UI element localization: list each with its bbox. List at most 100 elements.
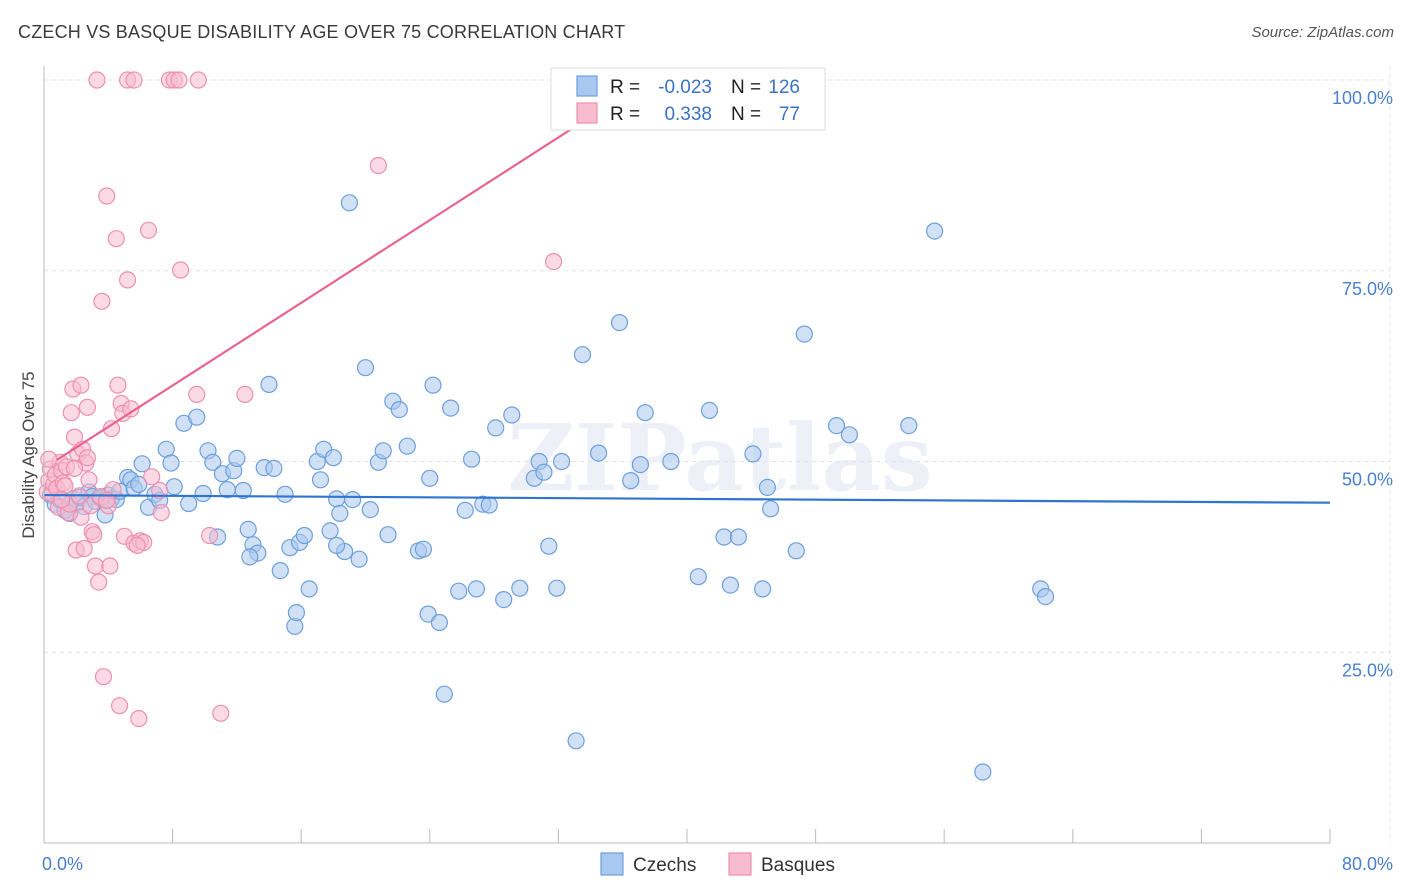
basque-point <box>110 697 129 715</box>
czech-point <box>204 453 222 471</box>
legend-n-value: 77 <box>779 104 800 125</box>
czech-trend-line <box>43 493 1331 504</box>
basque-point <box>86 557 105 575</box>
czech-point <box>379 526 397 544</box>
basque-point <box>172 261 190 279</box>
czech-point <box>753 580 772 598</box>
czech-point <box>925 222 944 240</box>
czech-point <box>573 346 592 364</box>
czech-point <box>324 449 342 467</box>
legend-swatch-basques <box>728 852 752 876</box>
basque-point <box>65 428 84 446</box>
series-legend: Czechs Basques <box>600 852 835 876</box>
basque-point <box>122 400 140 418</box>
czech-point <box>729 528 748 546</box>
czech-point <box>974 763 992 781</box>
czech-point <box>631 456 650 474</box>
czech-point <box>840 426 859 444</box>
czech-point <box>361 501 379 519</box>
czech-point <box>689 568 707 586</box>
y-tick-label: 25.0% <box>1342 660 1393 680</box>
basque-point <box>201 526 219 545</box>
czech-point <box>265 459 283 477</box>
czech-point <box>900 417 918 435</box>
legend-r-value: -0.023 <box>658 77 712 98</box>
x-tick-label: 80.0% <box>1342 854 1393 874</box>
basque-point <box>90 573 108 591</box>
basque-point <box>544 253 563 271</box>
czech-point <box>414 540 432 558</box>
czech-point <box>787 542 805 560</box>
czech-point <box>276 485 294 503</box>
czech-point <box>548 579 566 597</box>
czech-point <box>356 359 375 377</box>
legend-n-label: N = <box>731 77 761 98</box>
czech-point <box>398 437 416 455</box>
czech-point <box>622 472 640 490</box>
chart-title: CZECH VS BASQUE DISABILITY AGE OVER 75 C… <box>18 22 626 42</box>
basque-point <box>53 491 71 509</box>
czech-point <box>311 471 330 489</box>
basque-point <box>72 376 90 394</box>
czech-point <box>331 504 349 523</box>
basque-point <box>189 71 207 89</box>
czech-point <box>350 550 368 568</box>
basque-point <box>75 539 93 558</box>
czech-point <box>827 417 846 435</box>
czech-point <box>194 484 212 503</box>
czech-point <box>442 399 460 417</box>
czech-point <box>1036 587 1055 606</box>
czech-point <box>487 419 505 437</box>
czech-point <box>234 481 252 500</box>
czech-point <box>761 500 780 518</box>
basque-point <box>170 71 188 89</box>
czech-point <box>467 580 485 598</box>
legend-swatch-czechs <box>600 852 624 876</box>
czech-point <box>552 452 571 471</box>
czech-point <box>241 548 259 566</box>
basque-point <box>93 292 111 310</box>
czech-point <box>430 613 448 632</box>
czech-point <box>700 401 719 419</box>
czech-point <box>535 463 553 481</box>
czech-point <box>328 490 346 508</box>
czech-point <box>721 576 740 594</box>
czech-point <box>456 501 474 519</box>
basque-trend-line <box>56 77 651 461</box>
basque-point <box>188 385 206 403</box>
czech-point <box>271 561 289 580</box>
czech-point <box>188 408 206 426</box>
czech-point <box>662 452 680 471</box>
legend-r-label: R = <box>610 104 640 125</box>
basque-point <box>109 376 127 394</box>
legend-r-label: R = <box>610 77 640 98</box>
basque-point <box>151 481 169 500</box>
basque-point <box>128 536 146 555</box>
czech-point <box>321 522 339 540</box>
basque-point <box>78 398 97 416</box>
legend-r-value: 0.338 <box>664 104 712 125</box>
czech-point <box>450 582 468 600</box>
basque-point <box>94 668 113 686</box>
czech-point <box>435 685 453 703</box>
basque-point <box>143 468 161 486</box>
czech-point <box>511 579 529 597</box>
watermark: ZIPatlas <box>507 404 932 512</box>
czech-point <box>180 494 198 513</box>
source-credit: Source: ZipAtlas.com <box>1251 24 1394 41</box>
y-tick-label: 75.0% <box>1342 279 1393 299</box>
czech-point <box>340 194 358 212</box>
basque-point <box>212 704 230 722</box>
basque-point <box>130 709 148 728</box>
basque-point <box>101 557 119 575</box>
czech-point <box>287 603 305 622</box>
legend-swatch-basques <box>576 102 598 124</box>
basque-point <box>118 271 137 289</box>
czech-point <box>495 590 513 609</box>
czech-point <box>374 442 392 460</box>
basque-point <box>62 404 80 422</box>
czech-point <box>758 478 777 496</box>
legend-label-basques: Basques <box>761 855 835 876</box>
czech-point <box>463 450 481 468</box>
